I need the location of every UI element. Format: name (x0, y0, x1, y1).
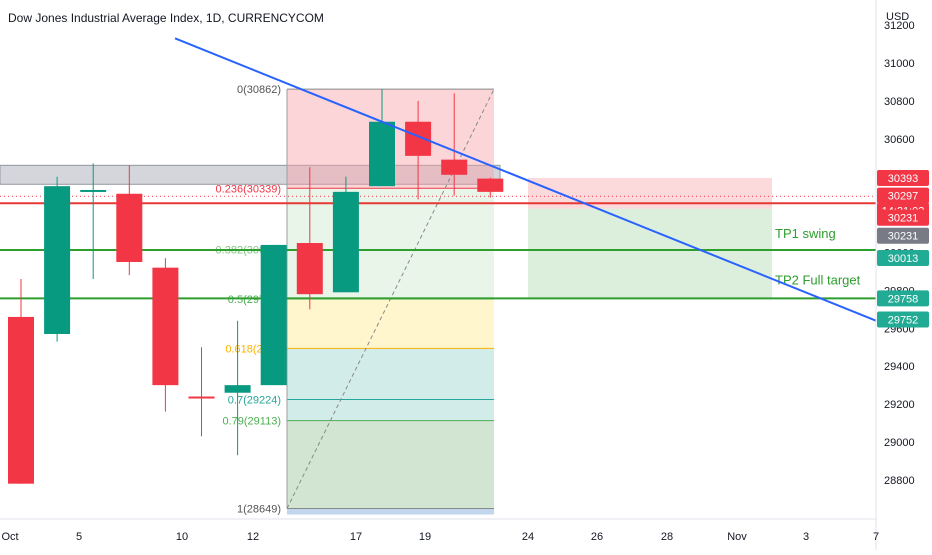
y-tick-label: 28800 (884, 475, 915, 487)
x-tick-label: Oct (1, 531, 18, 543)
price-axis-bg (876, 0, 932, 550)
price-badge (877, 187, 929, 204)
x-tick-label: 3 (803, 531, 809, 543)
y-tick-label: 30600 (884, 134, 915, 146)
price-badge-label: 30297 (888, 191, 919, 203)
price-badge-label: 30231 (888, 231, 919, 243)
y-tick-label: 29000 (884, 437, 915, 449)
x-tick-label: 26 (591, 531, 603, 543)
fib-zone (287, 508, 494, 515)
tp2-annotation: TP2 Full target (775, 272, 861, 287)
tp1-annotation: TP1 swing (775, 226, 836, 241)
candle-body (116, 193, 143, 262)
candle-body (224, 385, 251, 393)
x-tick-label: 10 (176, 531, 188, 543)
fib-level-label: 0.7(29224) (228, 395, 281, 407)
fib-level-label: 0.79(29113) (222, 416, 281, 428)
x-tick-label: 24 (522, 531, 534, 543)
price-badge (877, 250, 929, 267)
trendline (174, 37, 877, 322)
candle-body (441, 159, 468, 175)
candle-body (152, 267, 179, 386)
fib-level-label: 0(30862) (237, 84, 281, 96)
y-tick-label: 29400 (884, 361, 915, 373)
currency-label: USD (886, 11, 909, 23)
price-badge (877, 311, 929, 328)
price-badge-label: 30393 (888, 173, 919, 185)
price-badge (877, 209, 929, 226)
candle-body (296, 243, 323, 295)
candle-body (369, 121, 395, 187)
candle-body (260, 244, 287, 386)
fib-zone (287, 298, 494, 349)
target-zone (528, 208, 772, 300)
x-tick-label: 7 (873, 531, 879, 543)
candle-body (405, 121, 432, 156)
y-tick-label: 30800 (884, 96, 915, 108)
price-badge-label: 29758 (888, 293, 919, 305)
price-badge-label: 30013 (888, 253, 919, 265)
price-badge (877, 227, 929, 244)
x-tick-label: 19 (419, 531, 431, 543)
y-tick-label: 31200 (884, 20, 915, 32)
candle-body (188, 396, 215, 399)
candle-body (80, 189, 107, 192)
price-badge-label: 30231 (888, 213, 919, 225)
y-tick-label: 31000 (884, 58, 915, 70)
y-tick-label: 29200 (884, 399, 915, 411)
x-tick-label: 5 (76, 531, 82, 543)
x-tick-label: 12 (247, 531, 259, 543)
candle-body (44, 186, 71, 334)
price-badge (877, 290, 929, 307)
price-badge (877, 170, 929, 187)
x-tick-label: 28 (661, 531, 673, 543)
candle-body (8, 316, 34, 484)
x-tick-label: Nov (727, 531, 747, 543)
fib-zone (287, 188, 494, 250)
x-tick-label: 17 (350, 531, 362, 543)
candle-body (477, 178, 504, 192)
price-badge-label: 29752 (888, 314, 919, 326)
fib-zone (287, 420, 494, 509)
candle-body (332, 191, 359, 293)
chart-title: Dow Jones Industrial Average Index, 1D, … (8, 11, 324, 25)
fib-level-label: 1(28649) (237, 504, 281, 516)
fib-zone (287, 348, 494, 400)
fib-level-label: 0.236(30339) (216, 183, 281, 195)
fib-zone (287, 399, 494, 421)
